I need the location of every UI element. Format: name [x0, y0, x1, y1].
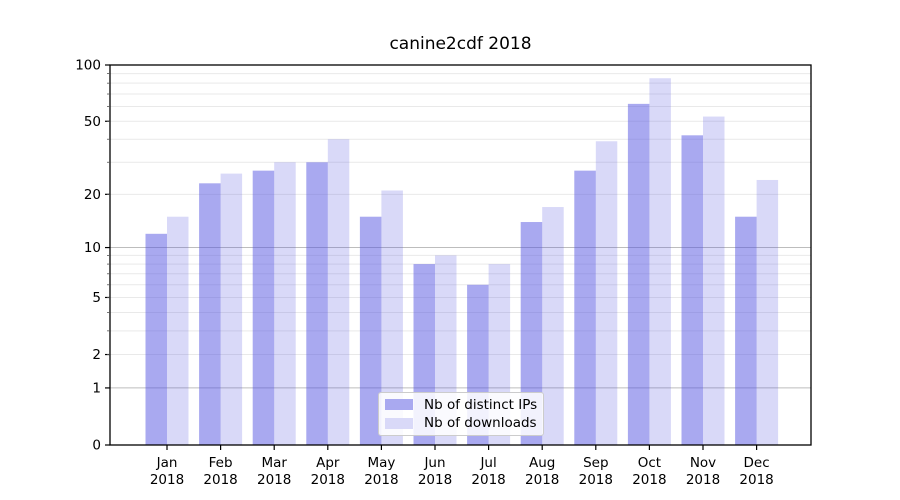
chart-legend: Nb of distinct IPs Nb of downloads — [378, 392, 544, 436]
bar-downloads-aug — [542, 207, 564, 445]
x-tick-label-year: 2018 — [257, 472, 291, 488]
bar-distinct-ips-oct — [627, 103, 650, 445]
bar-downloads-sep — [595, 141, 618, 445]
x-tick-label-year: 2018 — [632, 472, 666, 488]
bar-distinct-ips-mar — [252, 170, 275, 445]
x-tick-label-year: 2018 — [203, 472, 237, 488]
y-tick-label: 10 — [84, 240, 101, 256]
x-tick-label-year: 2018 — [311, 472, 345, 488]
x-tick-label-month: Oct — [638, 455, 661, 471]
legend-swatch-distinct-ips — [385, 399, 413, 411]
x-tick-label-month: May — [367, 455, 395, 471]
x-tick-label-month: Sep — [583, 455, 608, 471]
bar-downloads-apr — [327, 139, 350, 445]
bar-distinct-ips-dec — [735, 216, 757, 445]
x-tick-label-year: 2018 — [471, 472, 505, 488]
x-tick-label-month: Jul — [479, 455, 496, 471]
bar-downloads-nov — [703, 116, 725, 445]
legend-item-downloads: Nb of downloads — [385, 414, 537, 432]
bar-distinct-ips-aug — [520, 222, 543, 445]
x-tick-label-month: Dec — [744, 455, 770, 471]
bar-downloads-dec — [756, 179, 779, 446]
plot-border — [109, 64, 812, 446]
legend-label-distinct-ips: Nb of distinct IPs — [424, 396, 538, 413]
bar-distinct-ips-apr — [306, 162, 328, 446]
y-tick-label: 2 — [92, 347, 101, 363]
bar-distinct-ips-may — [359, 216, 382, 445]
x-tick-label-month: Nov — [690, 455, 716, 471]
y-tick-label: 50 — [84, 114, 101, 130]
y-tick-label: 1 — [92, 380, 101, 396]
bar-downloads-oct — [649, 78, 671, 445]
x-tick-label-year: 2018 — [418, 472, 452, 488]
bar-distinct-ips-feb — [199, 183, 221, 445]
x-tick-label-month: Jan — [156, 455, 178, 471]
x-tick-label-year: 2018 — [739, 472, 773, 488]
bar-distinct-ips-sep — [574, 170, 596, 445]
bar-downloads-mar — [274, 162, 296, 446]
x-tick-label-month: Jun — [423, 455, 445, 471]
chart-title: canine2cdf 2018 — [389, 34, 532, 54]
x-tick-label-year: 2018 — [150, 472, 184, 488]
y-tick-label: 20 — [84, 187, 101, 203]
bar-downloads-may — [381, 190, 403, 445]
y-tick-label: 5 — [92, 290, 101, 306]
y-tick-label: 100 — [75, 58, 101, 74]
legend-item-distinct-ips: Nb of distinct IPs — [385, 396, 537, 414]
legend-swatch-downloads — [385, 417, 413, 429]
bar-distinct-ips-nov — [681, 135, 703, 446]
x-tick-label-month: Apr — [316, 455, 340, 471]
x-tick-label-month: Aug — [529, 455, 555, 471]
bar-distinct-ips-jan — [145, 233, 167, 445]
bar-downloads-feb — [220, 173, 243, 445]
x-tick-label-month: Mar — [261, 455, 287, 471]
x-tick-label-year: 2018 — [525, 472, 559, 488]
x-tick-label-year: 2018 — [364, 472, 398, 488]
x-tick-label-year: 2018 — [579, 472, 613, 488]
y-tick-label: 0 — [92, 438, 101, 454]
x-tick-label-month: Feb — [209, 455, 233, 471]
x-tick-label-year: 2018 — [686, 472, 720, 488]
bar-downloads-jan — [167, 216, 189, 445]
legend-label-downloads: Nb of downloads — [424, 415, 537, 432]
